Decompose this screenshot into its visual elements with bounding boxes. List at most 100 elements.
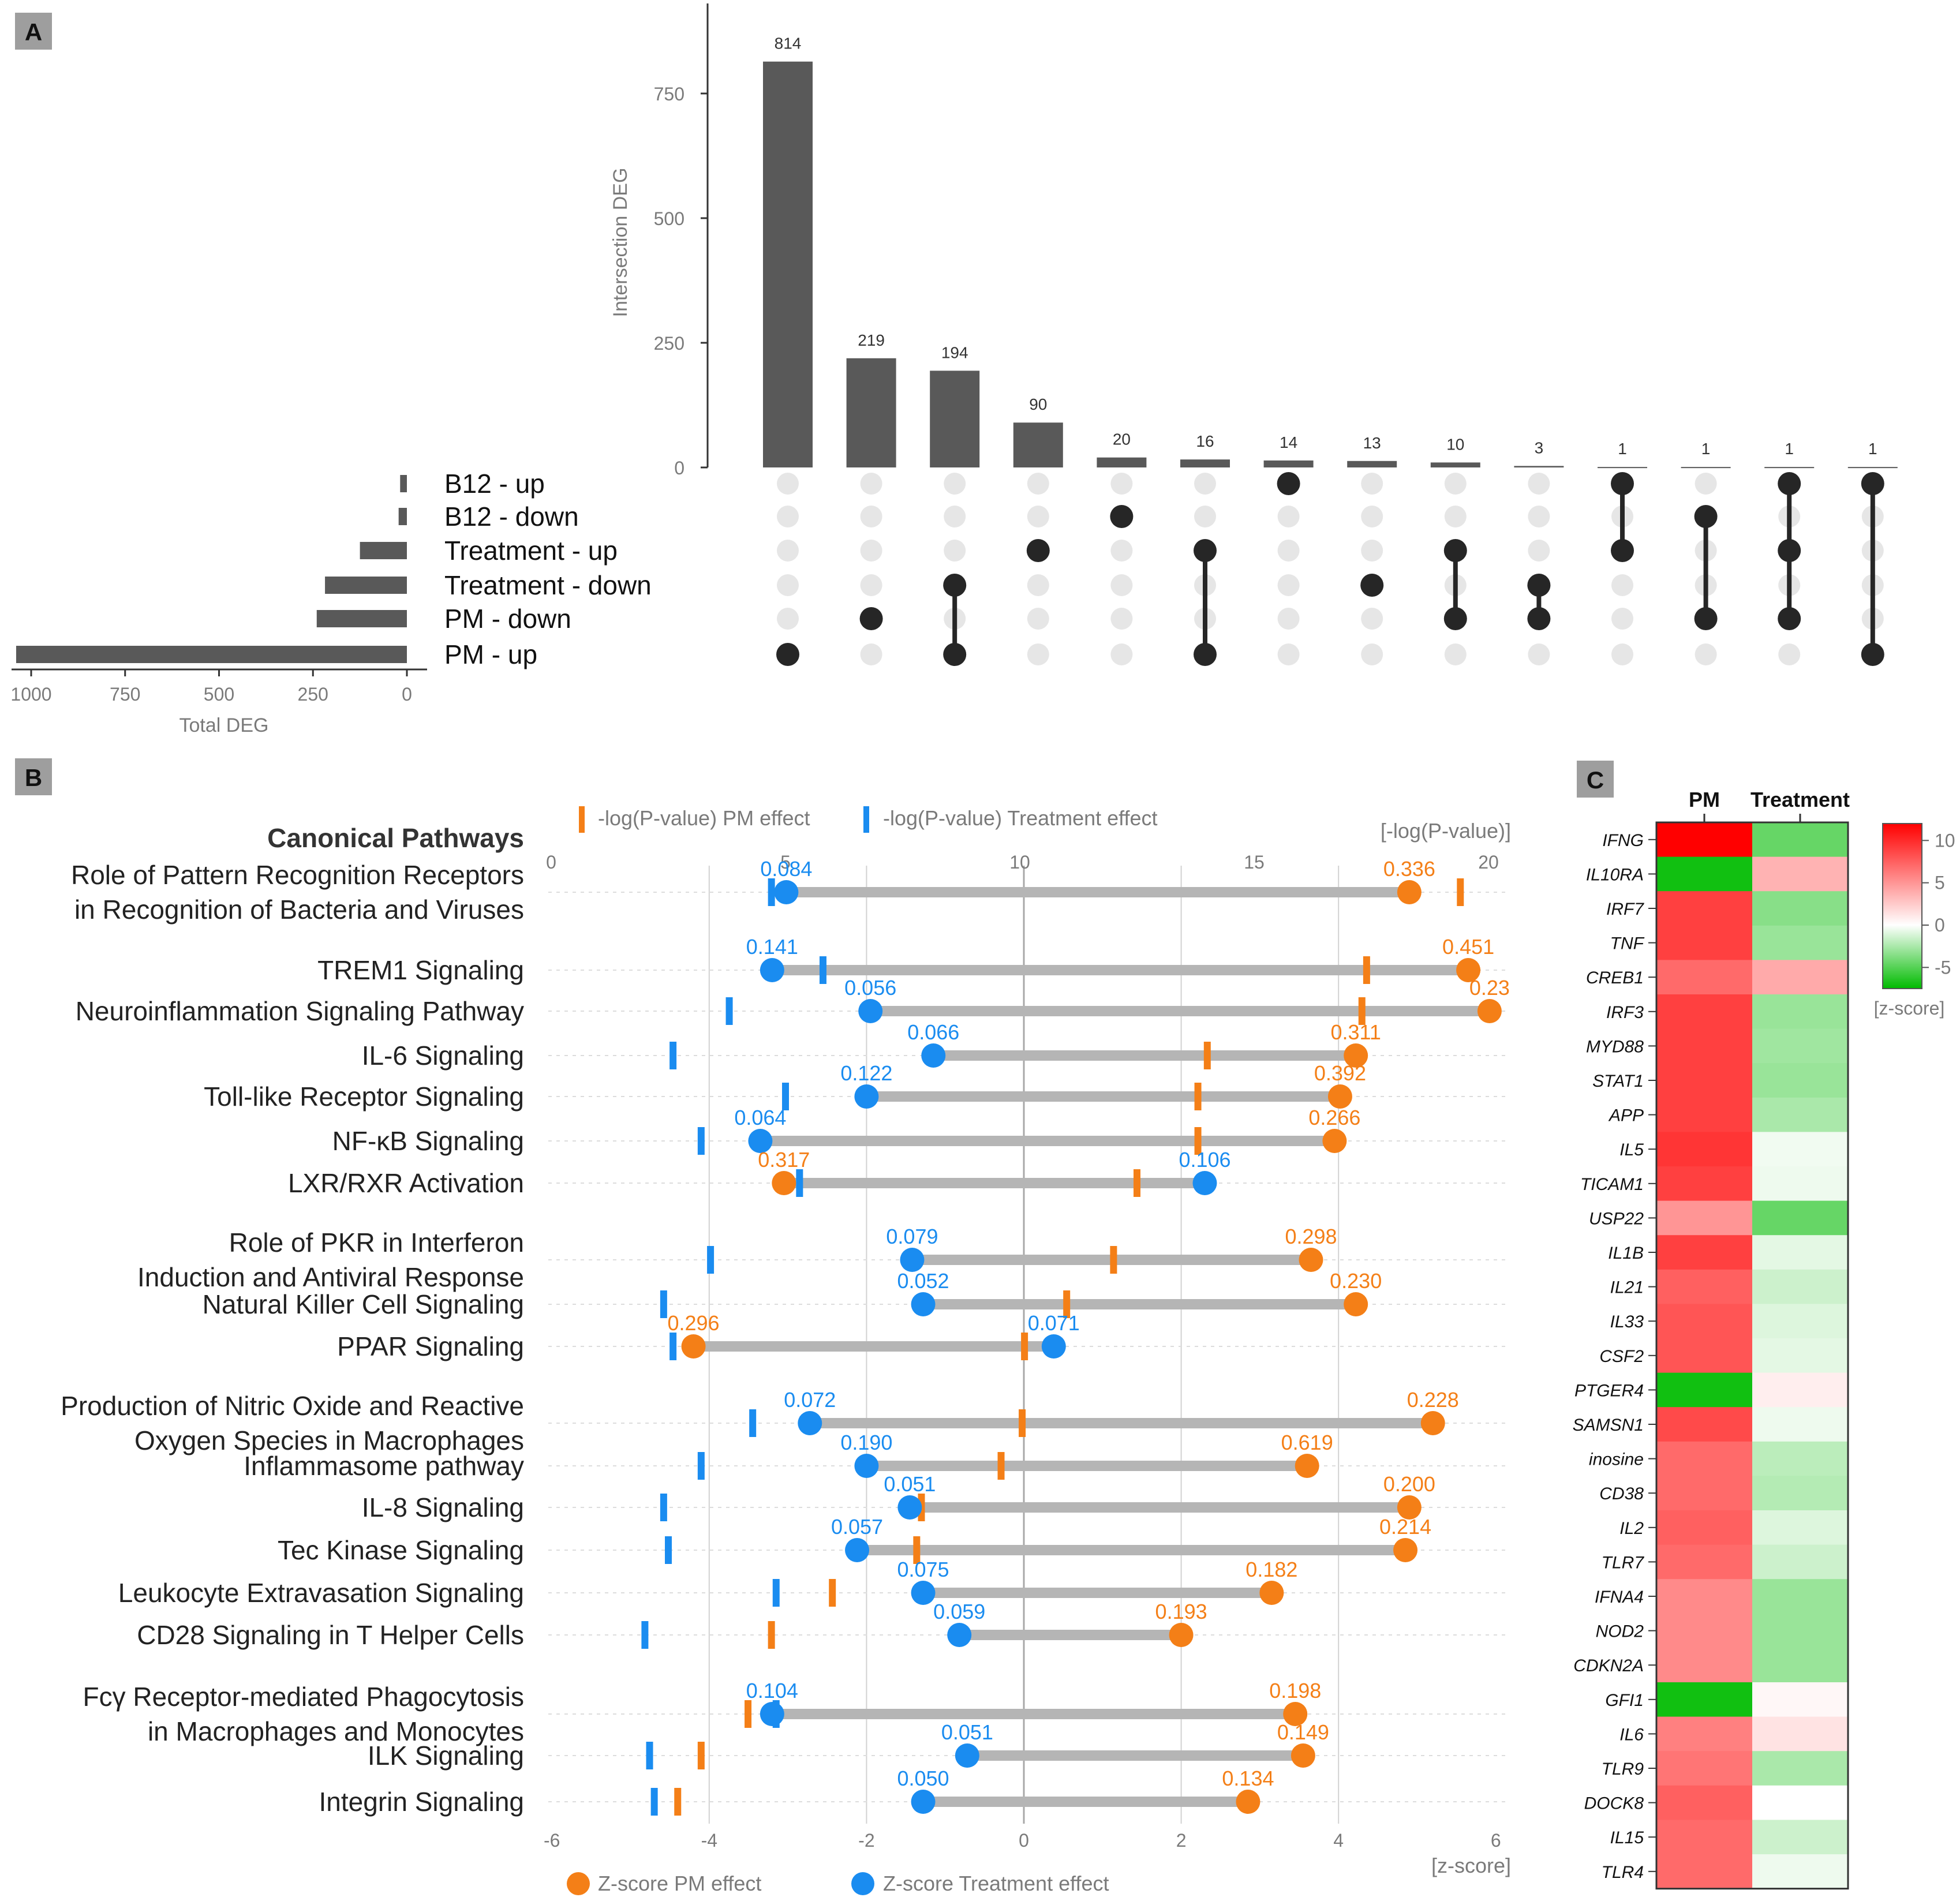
legend-pm-pvalue-swatch bbox=[579, 806, 585, 833]
pathway-label: in Macrophages and Monocytes bbox=[148, 1716, 524, 1746]
pathway-label: Inflammasome pathway bbox=[244, 1451, 524, 1481]
pathway-row: NF-κB Signaling 0.266 0.064 bbox=[332, 1106, 1506, 1156]
zscore-pm-dot bbox=[1295, 1454, 1319, 1478]
panel-b: B Canonical Pathways -log(P-value) PM effe… bbox=[15, 758, 1511, 1895]
zscore-pm-dot bbox=[772, 1171, 796, 1195]
intersection-bar bbox=[1347, 461, 1397, 467]
pvalue-treatment-marker bbox=[697, 1452, 705, 1480]
heatmap-cell-pm bbox=[1656, 1613, 1752, 1648]
pvalue-pm-marker bbox=[997, 1452, 1005, 1480]
heatmap-cell-treatment bbox=[1752, 1613, 1848, 1648]
heatmap-border bbox=[1655, 821, 1849, 1890]
matrix-dot-empty bbox=[1361, 643, 1383, 665]
matrix-dot-empty bbox=[1277, 574, 1300, 596]
pathway-label: Leukocyte Extravasation Signaling bbox=[118, 1578, 524, 1608]
matrix-dot-empty bbox=[1277, 540, 1300, 562]
intersection-bar bbox=[1847, 467, 1898, 469]
pvalue-treatment-marker bbox=[782, 1083, 789, 1110]
heatmap-cell-pm bbox=[1656, 925, 1752, 960]
zscore-treatment-label: 0.059 bbox=[933, 1600, 985, 1623]
pathway-row: CD28 Signaling in T Helper Cells 0.193 0.0… bbox=[137, 1600, 1506, 1650]
heatmap-row-label: STAT1 bbox=[1592, 1072, 1644, 1091]
matrix-dot-empty bbox=[1444, 473, 1467, 495]
set-size-x-tick-label: 1000 bbox=[10, 684, 51, 705]
matrix-dot-filled bbox=[1026, 539, 1050, 562]
heatmap-row-label: CSF2 bbox=[1599, 1347, 1644, 1366]
zscore-pm-label: 0.228 bbox=[1407, 1388, 1459, 1412]
bottom-axis-tick-label: -6 bbox=[544, 1830, 560, 1851]
pathway-row: Leukocyte Extravasation Signaling 0.182 0.… bbox=[118, 1558, 1506, 1608]
heatmap-row-label: IL15 bbox=[1610, 1828, 1644, 1847]
zscore-pm-label: 0.149 bbox=[1277, 1720, 1329, 1744]
heatmap-row-label: IRF3 bbox=[1606, 1003, 1644, 1022]
intersection-bar bbox=[1097, 457, 1147, 467]
zscore-pm-label: 0.266 bbox=[1308, 1106, 1360, 1129]
intersection-bar-label: 219 bbox=[858, 331, 885, 349]
heatmap-cell-treatment bbox=[1752, 1338, 1848, 1374]
bottom-axis-tick-label: 2 bbox=[1176, 1830, 1187, 1851]
matrix-dot-empty bbox=[1277, 608, 1300, 630]
heatmap-row-label: IL10RA bbox=[1586, 865, 1644, 884]
matrix-dot-empty bbox=[1444, 643, 1467, 665]
matrix-dot-empty bbox=[1277, 506, 1300, 527]
matrix-dot-filled bbox=[1861, 472, 1884, 495]
zscore-treatment-dot bbox=[1192, 1171, 1217, 1195]
intersection-bar-label: 1 bbox=[1785, 440, 1794, 458]
matrix-dot-empty bbox=[1027, 473, 1049, 495]
set-size-bar bbox=[316, 610, 407, 627]
pathway-row: Toll-like Receptor Signaling 0.392 0.122 bbox=[204, 1061, 1506, 1112]
zscore-pm-label: 0.134 bbox=[1222, 1767, 1274, 1790]
pathway-row: IL-8 Signaling 0.200 0.051 bbox=[362, 1472, 1506, 1522]
heatmap-cell-pm bbox=[1656, 1304, 1752, 1339]
zscore-pm-label: 0.200 bbox=[1383, 1472, 1435, 1496]
matrix-dot-empty bbox=[944, 540, 966, 562]
set-size-bar bbox=[398, 508, 407, 525]
heatmap-row-label: IL1B bbox=[1608, 1244, 1644, 1263]
intersection-bar bbox=[1430, 462, 1480, 467]
intersection-bar bbox=[1180, 459, 1230, 467]
zscore-treatment-label: 0.052 bbox=[897, 1269, 949, 1293]
zscore-treatment-label: 0.106 bbox=[1179, 1148, 1230, 1172]
zscore-treatment-dot bbox=[854, 1454, 879, 1478]
pathway-row: Neuroinflammation Signaling Pathway 0.23 0… bbox=[76, 976, 1510, 1026]
heatmap-cell-treatment bbox=[1752, 1028, 1848, 1064]
set-name: Treatment - down bbox=[444, 570, 652, 600]
legend-treatment-pvalue-swatch bbox=[863, 806, 869, 833]
zscore-pm-dot bbox=[1397, 880, 1422, 904]
heatmap-cell-treatment bbox=[1752, 925, 1848, 960]
heatmap-column-label: PM bbox=[1689, 788, 1720, 811]
zscore-pm-label: 0.23 bbox=[1469, 976, 1510, 1000]
set-size-bar bbox=[16, 646, 407, 663]
matrix-dot-empty bbox=[1027, 608, 1049, 630]
matrix-dot-empty bbox=[860, 473, 882, 495]
zscore-treatment-dot bbox=[760, 1702, 784, 1726]
pvalue-pm-marker bbox=[768, 1621, 775, 1649]
intersection-bar-label: 1 bbox=[1701, 440, 1711, 458]
heatmap-cell-treatment bbox=[1752, 1063, 1848, 1098]
matrix-dot-filled bbox=[1527, 607, 1551, 630]
intersection-bar bbox=[930, 371, 980, 467]
pvalue-treatment-marker bbox=[819, 956, 826, 984]
heatmap-row-label: MYD88 bbox=[1586, 1037, 1644, 1056]
color-legend-label: [z-score] bbox=[1874, 998, 1945, 1019]
matrix-dot-empty bbox=[860, 643, 882, 665]
matrix-dot-empty bbox=[1027, 506, 1049, 527]
intersection-bar-label: 20 bbox=[1113, 431, 1131, 448]
matrix-dot-filled bbox=[1443, 607, 1467, 630]
panel-label-box bbox=[1577, 761, 1614, 798]
pathway-label: in Recognition of Bacteria and Viruses bbox=[74, 895, 524, 925]
heatmap-cell-pm bbox=[1656, 891, 1752, 926]
zscore-treatment-label: 0.071 bbox=[1028, 1311, 1080, 1335]
matrix-dot-filled bbox=[1694, 607, 1718, 630]
intersection-bar-label: 814 bbox=[775, 35, 802, 53]
zscore-pm-dot bbox=[1299, 1248, 1323, 1272]
bottom-axis-label: [z-score] bbox=[1431, 1854, 1511, 1877]
pathway-label: NF-κB Signaling bbox=[332, 1126, 524, 1156]
zscore-pm-label: 0.311 bbox=[1330, 1020, 1381, 1044]
heatmap-cell-pm bbox=[1656, 1579, 1752, 1614]
pathway-row: ILK Signaling 0.149 0.051 bbox=[368, 1720, 1506, 1771]
heatmap-cell-treatment bbox=[1752, 1510, 1848, 1546]
zscore-treatment-dot bbox=[921, 1043, 946, 1068]
heatmap-cell-treatment bbox=[1752, 1476, 1848, 1511]
color-legend-tick-label: 10 bbox=[1935, 830, 1955, 851]
